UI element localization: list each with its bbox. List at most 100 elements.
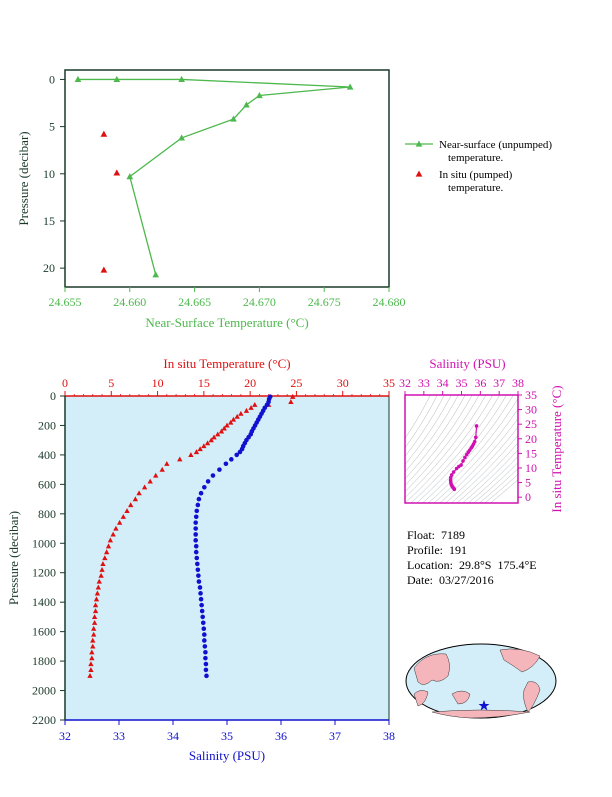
temperature-point: [91, 614, 98, 620]
temperature-point: [218, 428, 225, 434]
temperature-point: [188, 452, 194, 458]
density-contour-line: [405, 395, 445, 457]
temperature-point: [248, 404, 254, 410]
x-tick-label: 24.675: [308, 295, 341, 309]
density-contour-line: [405, 395, 438, 449]
salinity-point: [193, 538, 198, 543]
salinity-point: [193, 526, 198, 531]
temperature-point: [197, 446, 203, 452]
temperature-point: [164, 460, 170, 466]
pressure-tick-label: 0: [50, 389, 56, 403]
ts-salinity-tick-label: 38: [512, 376, 524, 390]
pressure-tick-label: 1800: [32, 654, 56, 668]
density-contour-line: [462, 449, 518, 503]
temperature-point: [141, 484, 148, 490]
y-tick-label: 15: [43, 214, 55, 228]
temperature-tick-label: 30: [337, 376, 349, 390]
legend-pumped-label: In situ (pumped): [439, 169, 513, 181]
temperature-point: [92, 602, 99, 608]
unpumped-temperature-point: [243, 101, 250, 108]
float-id-text: Float: 7189: [407, 528, 466, 542]
temperature-tick-label: 10: [152, 376, 164, 390]
salinity-tick-label: 36: [275, 729, 287, 743]
ts-temperature-axis-title: In situ Temperature (°C): [549, 385, 564, 512]
temperature-point: [87, 673, 93, 678]
salinity-point: [202, 638, 207, 643]
salinity-point: [198, 591, 203, 596]
temperature-tick-label: 15: [198, 376, 210, 390]
salinity-tick-label: 37: [329, 729, 341, 743]
salinity-point: [203, 655, 208, 661]
ts-salinity-tick-label: 34: [437, 376, 449, 390]
pressure-tick-label: 1600: [32, 625, 56, 639]
salinity-point: [201, 626, 207, 631]
salinity-axis-title: Salinity (PSU): [189, 748, 265, 763]
temperature-point: [221, 425, 227, 431]
ts-point: [463, 455, 467, 460]
y-tick-label: 5: [49, 120, 55, 134]
unpumped-temperature-point: [230, 115, 237, 122]
temperature-point: [204, 440, 211, 446]
salinity-point: [198, 490, 204, 496]
density-contour-line: [467, 456, 518, 503]
density-contour-line: [479, 468, 518, 503]
density-contour-line: [450, 434, 518, 503]
ts-temperature-tick-label: 30: [525, 403, 537, 417]
temperature-point: [288, 399, 294, 404]
density-contour-line: [405, 395, 452, 465]
x-tick-label: 24.680: [373, 295, 406, 309]
near-surface-y-axis-title: Pressure (decibar): [16, 131, 31, 225]
map-land-north-america: [499, 648, 541, 673]
temperature-point: [159, 466, 165, 472]
ts-point: [451, 470, 456, 474]
temperature-point: [110, 531, 116, 537]
temperature-point: [95, 584, 101, 590]
density-contour-line: [410, 395, 500, 503]
ts-point: [461, 459, 465, 463]
map-land-asia: [413, 653, 450, 685]
density-contour-line: [405, 395, 431, 439]
salinity-point: [202, 485, 207, 490]
temperature-point: [91, 620, 98, 625]
y-tick-label: 20: [43, 261, 55, 275]
temperature-point: [290, 393, 296, 399]
salinity-point: [195, 567, 201, 573]
temperature-tick-label: 5: [108, 376, 114, 390]
temperature-point: [153, 472, 159, 478]
ts-point: [459, 463, 463, 467]
salinity-tick-label: 32: [59, 729, 71, 743]
profile-pressure-axis-title: Pressure (decibar): [6, 511, 21, 605]
salinity-point: [197, 585, 203, 590]
density-contour-line: [445, 426, 518, 503]
ts-temperature-tick-label: 10: [525, 461, 537, 475]
ts-salinity-tick-label: 33: [418, 376, 430, 390]
temperature-point: [211, 434, 217, 440]
salinity-point: [193, 514, 199, 520]
salinity-point: [203, 649, 208, 655]
density-contours: [405, 395, 518, 503]
ts-temperature-tick-label: 25: [525, 417, 537, 431]
salinity-point: [193, 532, 198, 537]
map-land-south-america: [523, 681, 541, 713]
density-contour-line: [405, 395, 473, 486]
pressure-tick-label: 800: [38, 507, 56, 521]
unpumped-temperature-point: [256, 91, 263, 99]
temperature-point: [116, 519, 123, 525]
ts-temperature-tick-label: 20: [525, 432, 537, 446]
salinity-point: [196, 579, 202, 584]
temperature-point: [128, 502, 134, 508]
pumped-temperature-point: [100, 130, 108, 137]
temperature-tick-label: 25: [290, 376, 302, 390]
density-contour-line: [405, 395, 466, 480]
unpumped-temperature-line: [77, 78, 351, 275]
location-text: Location: 29.8°S 175.4°E: [407, 558, 537, 572]
legend-pumped-label: temperature.: [448, 182, 504, 194]
salinity-point: [200, 620, 206, 626]
temperature-point: [90, 643, 96, 649]
legend-unpumped-label: Near-surface (unpumped): [439, 139, 552, 151]
ts-salinity-tick-label: 37: [493, 376, 505, 390]
temperature-point: [136, 490, 142, 496]
density-contour-line: [405, 395, 480, 492]
